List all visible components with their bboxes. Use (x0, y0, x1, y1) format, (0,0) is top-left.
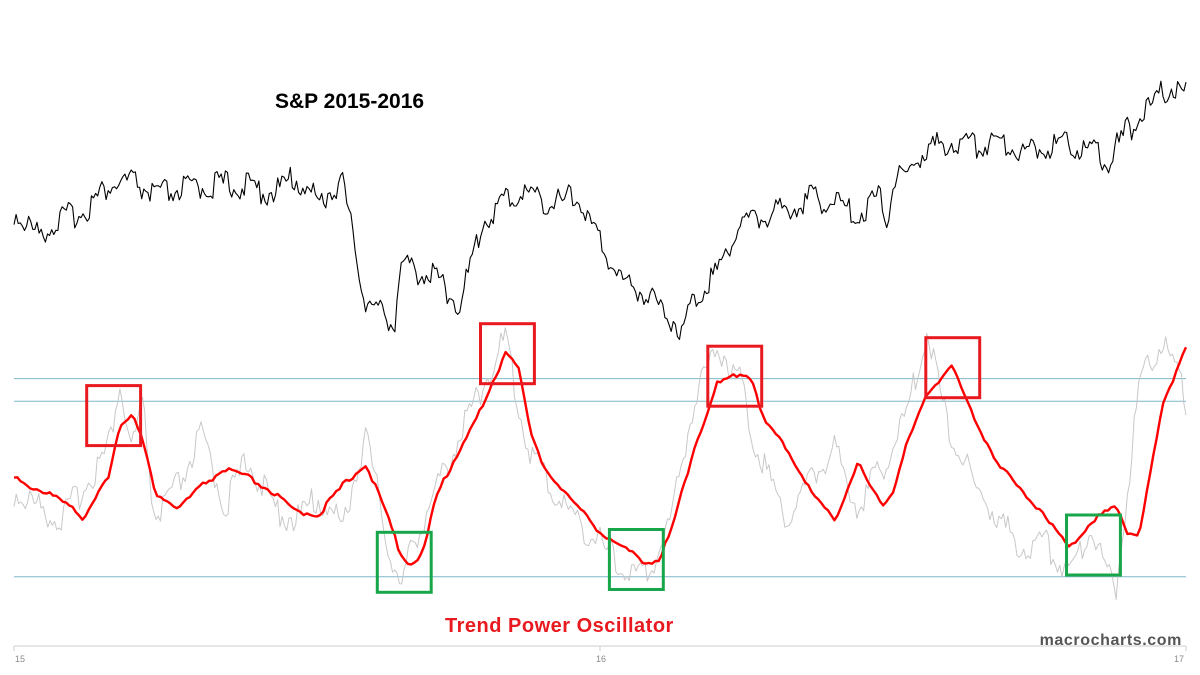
oscillator-smoothed-line (13, 346, 1188, 566)
x-axis-ticks: 15 16 17 (13, 646, 1187, 664)
oscillator-smoothed-series (13, 346, 1188, 566)
watermark-text: macrocharts.com (1040, 632, 1182, 649)
trough-highlight-box-5 (375, 530, 433, 594)
peak-highlight-box-1 (85, 384, 143, 448)
oscillator-raw-series (13, 327, 1187, 600)
sp500-price-series (13, 80, 1187, 340)
reference-lines (14, 378, 1186, 578)
trough-highlight-box-6 (607, 528, 665, 591)
x-tick-label: 16 (596, 654, 606, 664)
peak-highlight-box-2 (479, 322, 536, 386)
trough-highlight-box-7 (1065, 513, 1122, 577)
top-chart-title: S&P 2015-2016 (275, 90, 424, 113)
highlight-boxes (85, 322, 1122, 594)
oscillator-raw-line (13, 327, 1187, 600)
sp500-price-line (13, 80, 1187, 340)
x-tick-label: 17 (1174, 654, 1184, 664)
peak-highlight-box-3 (706, 344, 764, 408)
oscillator-title: Trend Power Oscillator (445, 615, 674, 637)
peak-highlight-box-4 (924, 336, 982, 400)
x-tick-label: 15 (15, 654, 25, 664)
